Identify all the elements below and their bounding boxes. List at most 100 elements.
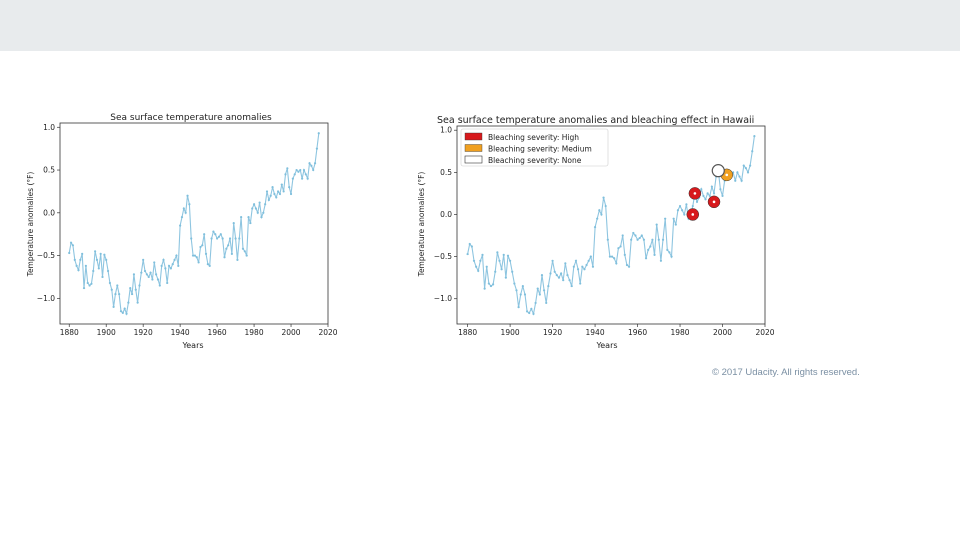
data-point: [291, 177, 294, 180]
bleaching-marker-none: [711, 164, 725, 178]
data-point: [712, 192, 716, 195]
data-point: [532, 312, 535, 315]
data-point: [704, 198, 707, 201]
data-point: [77, 269, 80, 272]
data-point: [708, 194, 711, 198]
data-point: [299, 168, 302, 172]
data-point: [475, 265, 478, 268]
data-point: [619, 245, 622, 248]
data-point: [95, 258, 99, 261]
data-point: [466, 252, 469, 256]
data-point: [186, 194, 189, 197]
data-point: [203, 233, 206, 236]
data-point: [506, 254, 510, 257]
data-point: [240, 215, 243, 219]
data-point: [132, 273, 136, 276]
data-point: [210, 237, 213, 240]
data-point: [175, 254, 178, 257]
data-point: [528, 311, 531, 315]
data-point: [515, 289, 518, 292]
data-point: [88, 284, 91, 287]
data-point: [245, 254, 248, 257]
data-point: [156, 278, 160, 281]
x-tick-label: 1920: [134, 328, 153, 337]
chart-left-xlabel: Years: [181, 341, 203, 350]
copyright-notice: © 2017 Udacity. All rights reserved.: [712, 367, 860, 378]
x-tick-label: 1880: [458, 328, 477, 337]
data-point: [302, 168, 306, 172]
chart-right-legend: Bleaching severity: High Bleaching sever…: [460, 128, 609, 167]
chart-right-bleaching-events: [686, 164, 734, 221]
chart-right-title: Sea surface temperature anomalies and bl…: [437, 115, 754, 126]
data-point: [502, 253, 505, 257]
x-tick-label: 1980: [245, 328, 264, 337]
data-point: [269, 194, 272, 197]
data-point: [312, 168, 315, 172]
legend-label-high: Bleaching severity: High: [488, 133, 579, 142]
data-point: [642, 238, 646, 241]
data-point: [498, 259, 501, 262]
data-point: [513, 282, 516, 285]
x-tick-label: 1980: [670, 328, 689, 337]
x-tick-label: 2020: [755, 328, 774, 337]
data-point: [138, 284, 141, 287]
data-point: [82, 286, 86, 290]
data-point: [75, 264, 78, 267]
x-tick-label: 1920: [543, 328, 562, 337]
data-point: [197, 261, 200, 264]
data-point: [655, 223, 658, 226]
data-point: [511, 270, 514, 273]
y-tick-label: −0.5: [434, 252, 452, 261]
data-point: [751, 150, 754, 153]
data-point: [683, 213, 686, 216]
data-point: [112, 305, 115, 308]
data-point: [670, 255, 673, 258]
data-point: [236, 258, 239, 261]
data-point: [606, 238, 609, 241]
data-point: [632, 231, 635, 235]
chart-left-ylabel: Temperature anomalies (°F): [26, 172, 35, 278]
data-point: [71, 244, 75, 247]
data-point: [602, 196, 605, 199]
data-point: [545, 301, 548, 305]
x-tick-label: 2020: [318, 328, 337, 337]
data-point: [519, 293, 522, 296]
data-point: [143, 269, 147, 273]
data-point: [659, 259, 663, 262]
data-point: [169, 267, 172, 270]
data-point: [315, 147, 319, 150]
data-point: [555, 274, 558, 277]
data-point: [90, 282, 93, 285]
data-point: [587, 259, 590, 262]
data-point: [171, 263, 174, 266]
data-point: [540, 274, 544, 277]
data-point: [105, 258, 108, 261]
y-tick-label: 0.5: [440, 168, 452, 177]
data-point: [252, 203, 256, 206]
data-point: [101, 275, 104, 279]
data-point: [485, 265, 488, 268]
data-point: [295, 168, 298, 172]
data-point: [640, 234, 643, 237]
data-point: [572, 265, 575, 268]
data-point: [574, 259, 578, 262]
data-point: [653, 253, 656, 257]
bleaching-marker-dot: [725, 173, 729, 177]
data-point: [310, 164, 313, 167]
data-point: [581, 265, 584, 268]
data-point: [600, 213, 603, 216]
data-point: [625, 263, 629, 267]
data-point: [127, 301, 130, 304]
data-point: [496, 251, 499, 254]
data-point: [134, 288, 137, 291]
data-point: [190, 237, 193, 240]
data-point: [208, 264, 211, 267]
data-point: [657, 238, 660, 241]
data-point: [306, 177, 309, 180]
data-point: [651, 238, 654, 241]
data-point: [468, 242, 471, 246]
data-point: [489, 284, 493, 288]
y-tick-label: 0.5: [43, 166, 55, 175]
data-point: [742, 164, 745, 167]
data-point: [110, 288, 113, 291]
